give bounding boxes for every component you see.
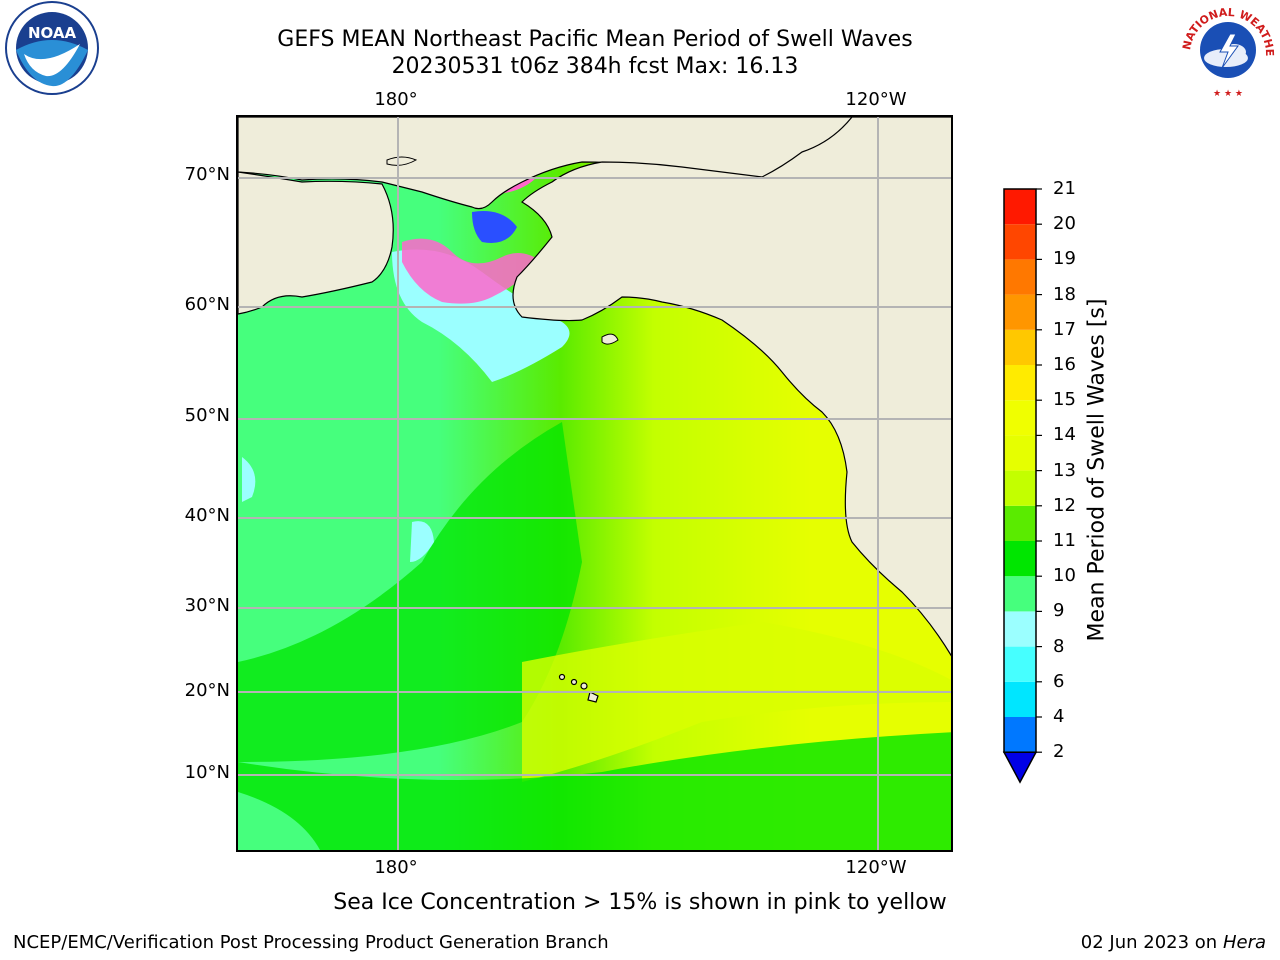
colorbar-tick-label: 11 [1053, 530, 1076, 551]
colorbar-segment [1004, 541, 1036, 577]
swell-patch-8s [242, 457, 256, 502]
colorbar-segment [1004, 435, 1036, 471]
credit-host: Hera [1222, 932, 1266, 953]
colorbar-tick-label: 20 [1053, 213, 1076, 235]
svg-text:★ ★ ★: ★ ★ ★ [1213, 89, 1243, 99]
sea-ice-core [472, 211, 517, 243]
sea-ice-bering [402, 238, 542, 304]
colorbar-segment [1004, 717, 1036, 753]
lon-label-top-180: 180° [374, 89, 418, 110]
colorbar-segment [1004, 611, 1036, 647]
lat-label-40n: 40°N [184, 505, 230, 526]
credit-date: 02 Jun 2023 on Hera [1081, 932, 1266, 953]
colorbar-segment [1004, 646, 1036, 682]
colorbar-segment [1004, 259, 1036, 295]
colorbar-tick-label: 14 [1053, 424, 1076, 446]
colorbar-tick-label: 21 [1053, 178, 1076, 199]
colorbar-label: Mean Period of Swell Waves [s] [1084, 298, 1110, 642]
graticule [238, 117, 951, 850]
colorbar-segment [1004, 224, 1036, 260]
colorbar-tick-label: 17 [1053, 318, 1076, 340]
colorbar-segment [1004, 329, 1036, 365]
colorbar [1002, 188, 1042, 784]
colorbar-extend-triangle [1002, 751, 1038, 784]
colorbar-segment [1004, 470, 1036, 506]
colorbar-segment [1004, 400, 1036, 436]
colorbar-segment [1004, 576, 1036, 612]
swell-band-11s [238, 422, 582, 762]
swell-patch-8s-2 [410, 521, 434, 562]
sea-ice-footnote: Sea Ice Concentration > 15% is shown in … [333, 890, 947, 915]
colorbar-tick-label: 13 [1053, 459, 1076, 481]
lon-label-bottom-180: 180° [374, 857, 418, 878]
lon-label-top-120w: 120°W [845, 89, 907, 110]
colorbar-tick-label: 2 [1053, 741, 1065, 763]
colorbar-tick-label: 9 [1053, 600, 1065, 622]
colorbar-segment [1004, 505, 1036, 541]
credit-date-text: 02 Jun 2023 on [1080, 932, 1218, 953]
colorbar-tick-label: 4 [1053, 706, 1065, 727]
colorbar-tick-label: 12 [1053, 494, 1076, 516]
colorbar-tick-label: 8 [1053, 635, 1065, 657]
nws-logo: NATIONAL WEATHER SERVICE ★ ★ ★ [1176, 0, 1276, 99]
lat-label-20n: 20°N [184, 680, 230, 701]
swell-band-13s [522, 622, 951, 782]
colorbar-tick-label: 6 [1053, 670, 1065, 692]
swell-period-map [238, 117, 951, 850]
swell-band-9s-sw [238, 792, 320, 850]
colorbar-tick-label: 15 [1053, 389, 1076, 411]
svg-text:NOAA: NOAA [28, 24, 77, 42]
swell-band-south [238, 732, 951, 850]
colorbar-tick-label: 19 [1053, 248, 1076, 270]
colorbar-segment [1004, 365, 1036, 401]
land-siberia [238, 171, 394, 315]
hawaiian-islands [558, 673, 599, 703]
noaa-logo: NOAA [5, 1, 99, 95]
map-frame [236, 115, 953, 852]
wrangel-island [386, 156, 418, 166]
colorbar-tick-label: 10 [1053, 565, 1076, 587]
map-title: GEFS MEAN Northeast Pacific Mean Period … [277, 27, 913, 52]
colorbar-segment [1004, 681, 1036, 717]
credit-ncep: NCEP/EMC/Verification Post Processing Pr… [13, 932, 609, 953]
colorbar-segment [1004, 294, 1036, 330]
colorbar-segment [1004, 189, 1036, 225]
land-north-america [512, 117, 951, 657]
colorbar-tick-label: 16 [1053, 354, 1076, 375]
lat-label-10n: 10°N [184, 762, 230, 783]
lon-label-bottom-120w: 120°W [845, 857, 907, 878]
lat-label-60n: 60°N [184, 294, 230, 315]
lat-label-50n: 50°N [184, 405, 230, 426]
island-kodiak [601, 333, 619, 345]
lat-label-30n: 30°N [184, 595, 230, 616]
lat-label-70n: 70°N [184, 164, 230, 185]
map-subtitle: 20230531 t06z 384h fcst Max: 16.13 [391, 54, 799, 79]
colorbar-tick-label: 18 [1053, 283, 1076, 305]
